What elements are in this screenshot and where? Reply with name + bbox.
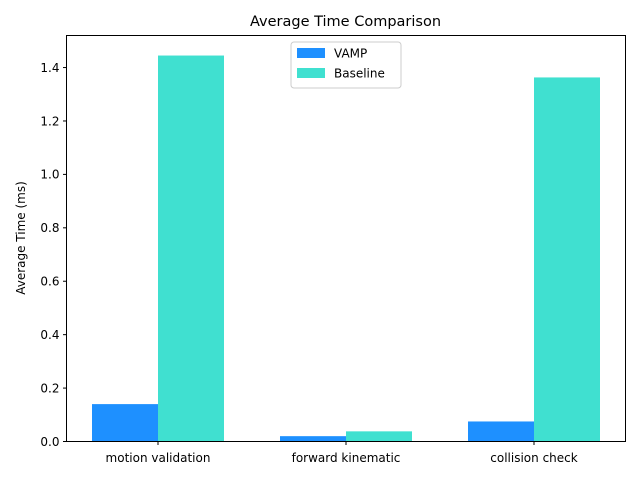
chart-title: Average Time Comparison <box>250 14 441 30</box>
y-tick-label: 1.4 <box>40 61 59 75</box>
y-tick-label: 0.8 <box>40 221 59 235</box>
x-tick-label: motion validation <box>106 451 211 465</box>
bar-baseline-forward-kinematic <box>346 431 412 442</box>
y-axis: 0.0 0.2 0.4 0.6 0.8 1.0 1.2 1.4 <box>40 61 67 449</box>
y-tick-label: 1.0 <box>40 168 59 182</box>
legend-label-baseline: Baseline <box>334 67 385 81</box>
bar-baseline-collision-check <box>534 77 600 442</box>
legend: VAMP Baseline <box>290 41 402 89</box>
y-axis-title: Average Time (ms) <box>14 181 28 295</box>
x-axis: motion validation forward kinematic collis… <box>106 441 578 465</box>
y-tick-label: 0.0 <box>40 435 59 449</box>
x-tick-label: forward kinematic <box>292 451 401 465</box>
y-tick-label: 0.2 <box>40 381 59 395</box>
legend-swatch-vamp <box>297 48 325 58</box>
y-tick-label: 0.6 <box>40 275 59 289</box>
y-tick-label: 1.2 <box>40 114 59 128</box>
bars-group <box>92 55 600 442</box>
y-tick-label: 0.4 <box>40 328 59 342</box>
bar-vamp-collision-check <box>468 421 534 442</box>
plot-frame <box>66 35 626 442</box>
legend-label-vamp: VAMP <box>334 47 367 61</box>
bar-vamp-forward-kinematic <box>280 436 346 442</box>
bar-baseline-motion-validation <box>158 55 224 442</box>
x-tick-label: collision check <box>490 451 577 465</box>
bar-vamp-motion-validation <box>92 404 158 442</box>
legend-swatch-baseline <box>297 68 325 78</box>
